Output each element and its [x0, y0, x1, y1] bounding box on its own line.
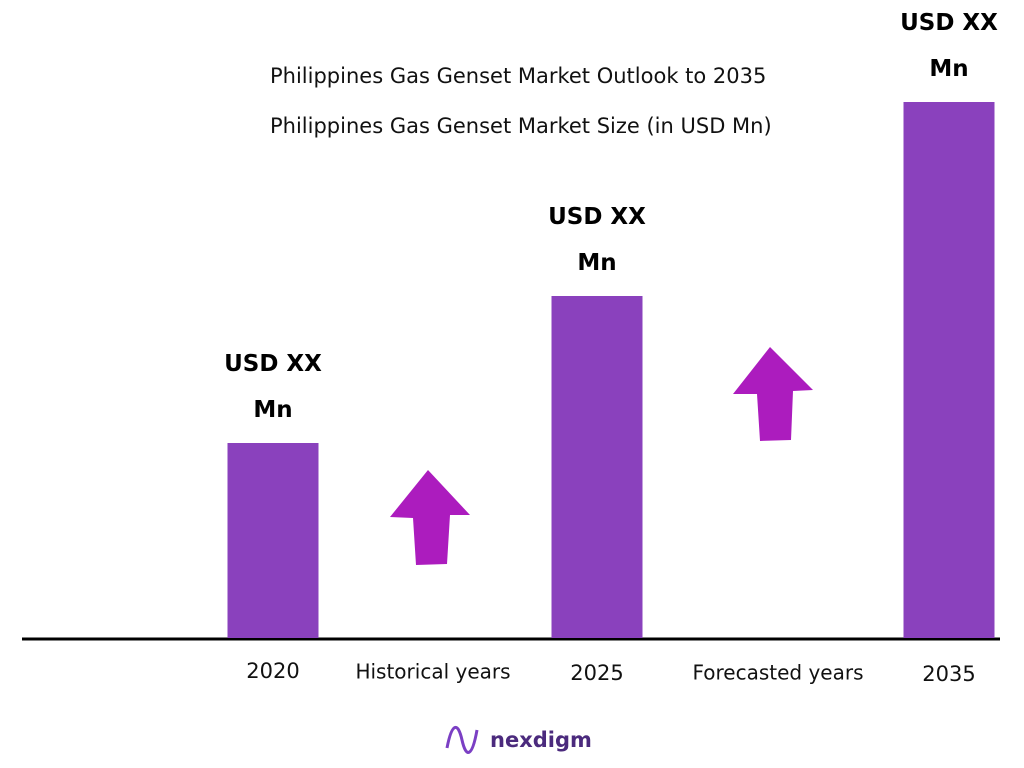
growth-arrow: [390, 470, 470, 565]
value-label: USD XX Mn: [900, 10, 998, 82]
x-tick-label: 2035: [922, 662, 975, 686]
chart-subtitle: Philippines Gas Genset Market Size (in U…: [270, 114, 772, 138]
x-tick-label: 2025: [570, 661, 623, 685]
x-tick-label: 2020: [246, 659, 299, 683]
bar: [903, 102, 995, 638]
value-label: USD XX Mn: [548, 204, 646, 276]
chart-title: Philippines Gas Genset Market Outlook to…: [270, 64, 766, 88]
logo-mark: [445, 726, 479, 754]
bar: [551, 296, 643, 638]
growth-arrow: [733, 347, 813, 441]
value-label: USD XX Mn: [224, 351, 322, 423]
annotation: Forecasted years: [692, 661, 863, 685]
bar: [227, 443, 319, 638]
annotation: Historical years: [355, 660, 510, 684]
logo: nexdigm: [490, 728, 592, 752]
